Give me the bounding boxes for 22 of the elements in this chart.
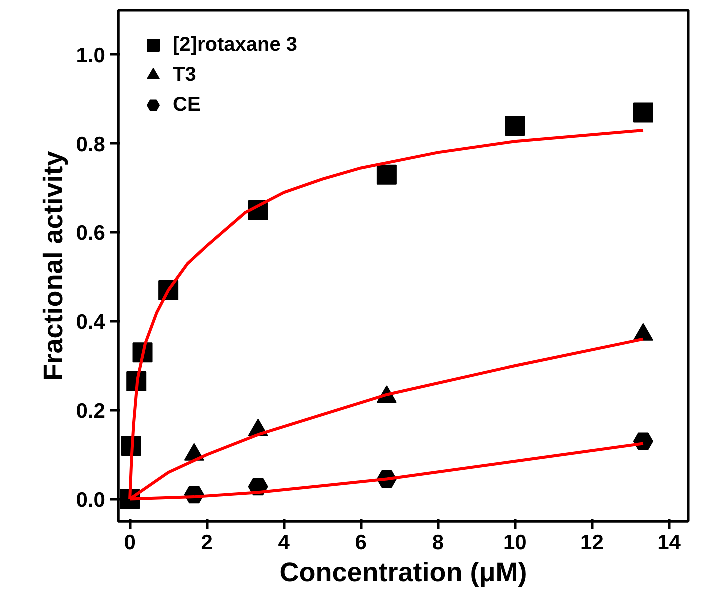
- legend-label: CE: [173, 94, 201, 116]
- legend-label: T3: [173, 64, 196, 86]
- y-tick-label: 0.2: [76, 400, 106, 423]
- x-tick-label: 10: [504, 532, 527, 554]
- x-tick-label: 2: [201, 532, 213, 554]
- legend-label: [2]rotaxane 3: [173, 34, 298, 56]
- y-tick-label: 0.8: [76, 133, 106, 156]
- x-tick-label: 6: [355, 532, 367, 554]
- y-tick-label: 0.6: [76, 222, 106, 246]
- x-tick-label: 0: [124, 532, 136, 554]
- y-tick-label: 0.4: [76, 311, 106, 334]
- x-tick-label: 8: [432, 532, 444, 554]
- y-tick-label: 1.0: [76, 44, 106, 68]
- x-tick-label: 4: [278, 532, 290, 554]
- point: [505, 116, 526, 136]
- x-axis-title: Concentration (μM): [280, 558, 528, 588]
- x-tick-label: 14: [658, 532, 682, 554]
- point: [633, 102, 654, 123]
- y-tick-label: 0.0: [76, 488, 106, 512]
- x-tick-label: 12: [580, 532, 604, 554]
- point: [376, 164, 397, 185]
- y-axis-title: Fractional activity: [38, 151, 68, 381]
